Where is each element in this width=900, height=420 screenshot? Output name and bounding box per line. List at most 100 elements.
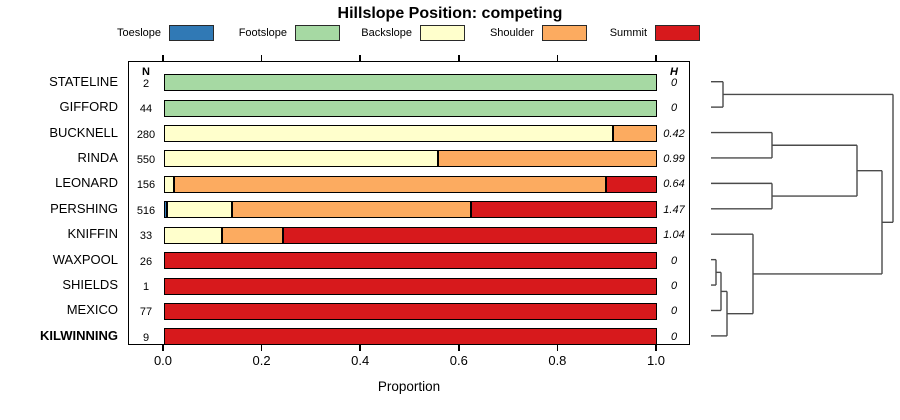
- legend-item-label: Summit: [609, 27, 647, 39]
- legend-item: Toeslope: [117, 25, 214, 41]
- h-value: 0: [670, 102, 678, 115]
- bar-segment-summit: [164, 277, 657, 295]
- bar-segment-summit: [164, 302, 657, 320]
- row-label: PERSHING: [50, 200, 118, 216]
- n-value: 2: [142, 77, 150, 90]
- h-value: 1.47: [663, 203, 685, 216]
- x-axis-tick-label: 0.8: [548, 353, 567, 368]
- row-label: STATELINE: [49, 73, 118, 89]
- x-axis-tick-label: 0.6: [449, 353, 468, 368]
- bar-segment-shoulder: [232, 201, 472, 219]
- x-axis-tick-top: [655, 55, 657, 61]
- bar-segment-summit: [606, 175, 657, 193]
- bar-segment-backslope: [164, 226, 223, 244]
- legend-swatch-toeslope: [169, 25, 214, 41]
- x-axis-tick: [359, 345, 361, 351]
- chart-title: Hillslope Position: competing: [337, 5, 563, 22]
- x-axis-tick-label: 1.0: [646, 353, 666, 368]
- row-label: WAXPOOL: [52, 251, 118, 267]
- h-column-header: H: [670, 66, 678, 78]
- plot-area: N H 2 0 44 0 280 0.42 550 0.99 156 0.64 516 1.47 33 1.0…: [128, 61, 690, 346]
- bar-segment-backslope: [164, 175, 174, 193]
- legend-item: Shoulder: [490, 25, 587, 41]
- h-value: 0: [670, 305, 678, 318]
- bar-segment-shoulder: [173, 175, 607, 193]
- x-axis-tick-top: [260, 55, 263, 61]
- bar-row: [164, 302, 657, 320]
- legend-item: Backslope: [361, 25, 465, 41]
- row-label: KILWINNING: [40, 327, 118, 343]
- bar-segment-summit: [164, 252, 657, 270]
- h-value: 0: [670, 254, 678, 267]
- x-axis-tick: [260, 345, 263, 351]
- n-column-header: N: [142, 66, 150, 78]
- bar-segment-shoulder: [437, 150, 657, 168]
- bar-row: [164, 99, 657, 117]
- row-label: LEONARD: [55, 175, 118, 191]
- n-value: 516: [136, 204, 156, 217]
- x-axis-tick-label: 0.0: [153, 353, 173, 368]
- legend-swatch-summit: [655, 25, 700, 41]
- legend-swatch-backslope: [420, 25, 465, 41]
- x-axis-tick-label: 0.2: [252, 353, 271, 368]
- n-value: 77: [139, 306, 153, 319]
- bar-row: [164, 328, 657, 346]
- n-value: 44: [139, 103, 153, 116]
- n-value: 550: [136, 153, 156, 166]
- n-value: 33: [139, 230, 153, 243]
- h-value: 0: [670, 330, 678, 343]
- legend-swatch-footslope: [295, 25, 340, 41]
- n-value: 1: [142, 281, 150, 294]
- x-axis-tick: [458, 345, 460, 351]
- bar-segment-shoulder: [612, 125, 657, 143]
- x-axis-tick-top: [162, 55, 164, 61]
- row-label: BUCKNELL: [49, 124, 118, 140]
- row-label: SHIELDS: [62, 277, 118, 293]
- h-value: 0.64: [663, 178, 685, 191]
- n-value: 156: [136, 179, 156, 192]
- h-value: 0.99: [663, 152, 685, 165]
- x-axis-tick: [556, 345, 559, 351]
- x-axis-tick-top: [556, 55, 559, 61]
- x-axis-tick: [162, 345, 164, 351]
- legend-item-label: Toeslope: [116, 27, 161, 39]
- bar-segment-summit: [471, 201, 657, 219]
- bar-segment-backslope: [166, 201, 233, 219]
- n-value: 9: [142, 331, 150, 344]
- bar-segment-toeslope: [164, 201, 167, 219]
- bar-segment-backslope: [164, 150, 438, 168]
- bar-segment-footslope: [164, 99, 657, 117]
- bar-segment-backslope: [164, 125, 613, 143]
- x-axis-tick: [655, 345, 657, 351]
- x-axis-tick-label: 0.4: [351, 353, 370, 368]
- row-label: KNIFFIN: [67, 226, 118, 242]
- bar-row: [164, 74, 657, 92]
- legend-item-label: Shoulder: [489, 27, 534, 39]
- h-value: 0: [670, 280, 678, 293]
- n-value: 26: [139, 255, 153, 268]
- row-label: MEXICO: [66, 302, 118, 318]
- x-axis-tick-top: [458, 55, 460, 61]
- bar-row: [164, 150, 657, 168]
- bar-row: [164, 125, 657, 143]
- bar-segment-footslope: [164, 74, 657, 92]
- bar-segment-summit: [282, 226, 657, 244]
- x-axis-title: Proportion: [377, 379, 441, 394]
- row-label: RINDA: [77, 149, 118, 165]
- h-value: 0.42: [663, 127, 685, 140]
- legend-item: Footslope: [239, 25, 340, 41]
- legend-swatch-shoulder: [542, 25, 587, 41]
- bar-segment-shoulder: [222, 226, 283, 244]
- n-value: 280: [136, 128, 156, 141]
- bar-row: [164, 277, 657, 295]
- bar-segment-summit: [164, 328, 657, 346]
- x-axis-tick-top: [359, 55, 361, 61]
- row-label: GIFFORD: [59, 99, 119, 115]
- bar-row: [164, 226, 657, 244]
- bar-row: [164, 252, 657, 270]
- dendrogram: [711, 80, 894, 337]
- h-value: 0: [670, 76, 678, 89]
- legend-item-label: Backslope: [361, 27, 412, 39]
- legend-item: Summit: [610, 25, 700, 41]
